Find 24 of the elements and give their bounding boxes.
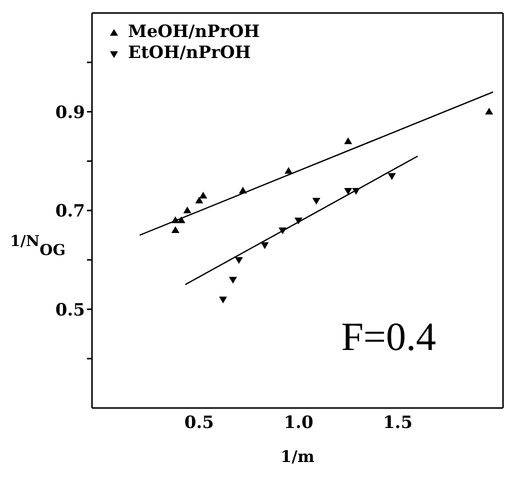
annotation: F=0.4 [341,313,436,360]
x-tick-label: 1.0 [284,413,314,434]
point [485,108,494,115]
point [199,192,208,198]
x-tick-label: 0.5 [184,413,214,434]
point [171,226,180,234]
point [228,276,237,284]
point [260,242,269,250]
point [219,296,228,304]
y-tick-label: 0.7 [55,202,85,222]
point [344,188,352,195]
point [344,137,352,144]
y-tick-label: 0.9 [55,102,85,123]
y-tick-label: 0.5 [55,300,85,320]
point [183,206,192,214]
legend-label: EtOH/nPrOH [128,43,251,64]
point [312,198,320,205]
x-axis-title: 1/m [280,447,315,466]
point [284,167,293,174]
x-tick-label: 1.5 [382,413,413,434]
legend-label: MeOH/nPrOH [128,22,260,43]
point [388,173,396,180]
point [195,196,204,204]
point [234,257,243,264]
